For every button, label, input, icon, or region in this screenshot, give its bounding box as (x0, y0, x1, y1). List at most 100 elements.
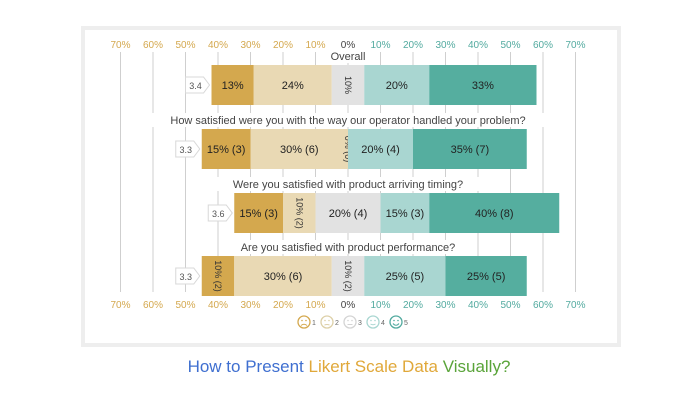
tick-label-bottom: 10% (305, 300, 325, 311)
bar-segment-3 (315, 193, 381, 233)
tick-label-bottom: 70% (110, 300, 130, 311)
happy-face-icon (389, 315, 403, 329)
happy-face-icon-mouth (392, 323, 400, 326)
tick-label-bottom: 30% (240, 300, 260, 311)
mean-value: 3.6 (212, 209, 225, 219)
data-label: 25% (5) (386, 271, 425, 283)
tick-label-bottom: 0% (341, 300, 356, 311)
question-label-bg (209, 177, 487, 191)
tick-label-bottom: 20% (273, 300, 293, 311)
data-label: 10% (2) (343, 260, 353, 292)
bar-segment-4 (380, 193, 430, 233)
data-label: 35% (7) (451, 144, 490, 156)
tick-label-bottom: 60% (533, 300, 553, 311)
caption-part-3: Visually? (437, 357, 511, 376)
tick-label-top: 60% (143, 40, 163, 51)
sad-face-icon (320, 315, 334, 329)
legend-label: 3 (358, 320, 362, 327)
data-label: 10% (343, 76, 353, 94)
data-label: 25% (5) (467, 271, 506, 283)
data-label: 24% (282, 80, 304, 92)
question-label-bg (324, 49, 372, 63)
data-label: 30% (6) (280, 144, 319, 156)
tick-label-top: 0% (341, 40, 356, 51)
bar-segment-2 (253, 65, 332, 105)
data-label: 15% (3) (386, 208, 425, 220)
legend-label: 5 (404, 320, 408, 327)
bar-segment-3 (331, 256, 365, 296)
very-sad-face-icon-eye-right (305, 319, 307, 322)
mean-value: 3.3 (179, 272, 192, 282)
mean-badge (175, 267, 201, 285)
data-label: 20% (4) (329, 208, 368, 220)
caption-part-1: How to Present (187, 357, 309, 376)
neutral-face-icon-eye-left (347, 319, 349, 322)
question-label: Are you satisfied with product performan… (241, 242, 456, 254)
tick-label-top: 20% (273, 40, 293, 51)
neutral-face-icon-eye-right (351, 319, 353, 322)
bar-segment-2 (250, 129, 348, 169)
sad-face-icon-eye-left (324, 319, 326, 322)
bar-segment-1 (201, 256, 235, 296)
bar-segment-2 (283, 193, 316, 233)
mean-badge (185, 76, 211, 94)
data-label: 20% (4) (361, 144, 400, 156)
tick-label-top: 40% (468, 40, 488, 51)
chart-frame: 70% 70% 60% 60% 50% 50% 40% 40% 30% 30% 20% 20% 10% 1… (85, 30, 617, 343)
data-label: 15% (3) (207, 144, 246, 156)
smile-face-icon-eye-right (374, 319, 376, 322)
tick-label-bottom: 10% (370, 300, 390, 311)
tick-label-bottom: 50% (500, 300, 520, 311)
tick-label-top: 10% (370, 40, 390, 51)
question-label: Overall (331, 51, 366, 63)
caption-part-2: Likert Scale Data (308, 357, 438, 376)
mean-badge (207, 204, 233, 222)
legend-label: 1 (312, 320, 316, 327)
very-sad-face-icon-mouth (300, 323, 308, 326)
happy-face-icon-eye-right (397, 319, 399, 322)
question-label: Were you satisfied with product arriving… (233, 179, 463, 191)
tick-label-top: 10% (305, 40, 325, 51)
bar-segment-3 (331, 65, 365, 105)
likert-chart: 70%70%60%60%50%50%40%40%30%30%20%20%10%1… (110, 40, 586, 329)
bar-segment-1 (201, 129, 251, 169)
tick-label-bottom: 20% (403, 300, 423, 311)
data-label: 10% (2) (213, 260, 223, 292)
data-label: 33% (472, 80, 494, 92)
bar-segment-1 (234, 193, 283, 233)
legend-label: 2 (335, 320, 339, 327)
data-label: 20% (386, 80, 408, 92)
mean-badge (175, 140, 201, 158)
very-sad-face-icon (297, 315, 311, 329)
bar-segment-2 (234, 256, 332, 296)
sad-face-icon-mouth (324, 324, 330, 326)
bar-segment-5 (429, 65, 537, 105)
data-label: 40% (8) (475, 208, 514, 220)
tick-label-top: 50% (175, 40, 195, 51)
smile-face-icon-mouth (370, 323, 376, 326)
smile-face-icon-eye-left (370, 319, 372, 322)
question-label: How satisfied were you with the way our … (170, 115, 525, 127)
bar-segment-5 (413, 129, 527, 169)
tick-label-top: 30% (240, 40, 260, 51)
tick-label-top: 50% (500, 40, 520, 51)
bar-segment-5 (429, 193, 560, 233)
smile-face-icon (366, 315, 380, 329)
data-label: 30% (6) (264, 271, 303, 283)
tick-label-bottom: 60% (143, 300, 163, 311)
question-label-bg (223, 240, 473, 254)
neutral-face-icon (343, 315, 357, 329)
bar-segment-5 (445, 256, 527, 296)
very-sad-face-icon-eye-left (301, 319, 303, 322)
tick-label-bottom: 40% (468, 300, 488, 311)
bar-segment-4 (364, 65, 430, 105)
happy-face-icon-eye-left (393, 319, 395, 322)
tick-label-bottom: 70% (565, 300, 585, 311)
question-label-bg (148, 113, 548, 127)
bar-segment-4 (348, 129, 413, 169)
tick-label-top: 70% (110, 40, 130, 51)
data-label: 15% (3) (239, 208, 278, 220)
tick-label-bottom: 50% (175, 300, 195, 311)
bar-segment-4 (364, 256, 446, 296)
tick-label-top: 70% (565, 40, 585, 51)
